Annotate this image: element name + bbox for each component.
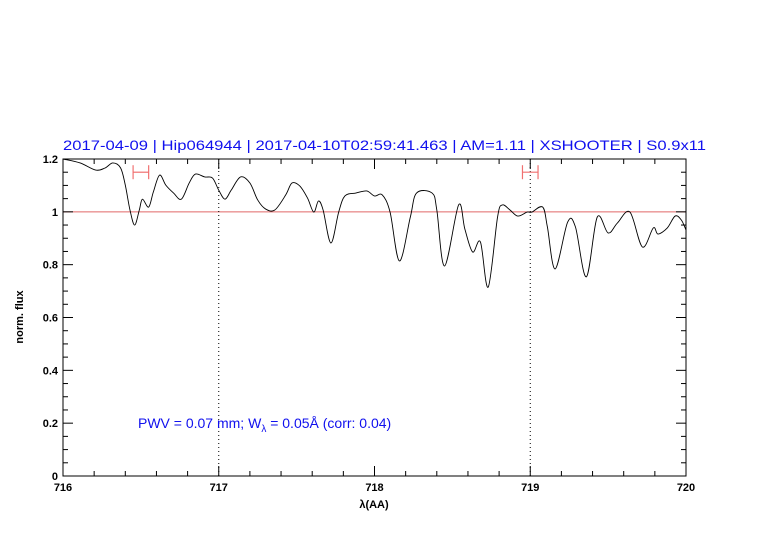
chart-title: 2017-04-09 | Hip064944 | 2017-04-10T02:5… bbox=[63, 137, 706, 153]
y-axis-label: norm. flux bbox=[14, 290, 26, 344]
y-tick-label: 0.4 bbox=[43, 365, 59, 377]
x-tick-label: 719 bbox=[521, 482, 539, 494]
pwv-annotation: PWV = 0.07 mm; Wλ = 0.05Å (corr: 0.04) bbox=[138, 415, 391, 435]
x-tick-label: 718 bbox=[365, 482, 383, 494]
x-tick-label: 716 bbox=[54, 482, 72, 494]
error-bar bbox=[132, 165, 150, 180]
x-axis-label: λ(AA) bbox=[359, 499, 389, 511]
annotation-sub: λ bbox=[261, 424, 266, 435]
y-tick-label: 0 bbox=[52, 471, 58, 483]
y-tick-label: 0.8 bbox=[43, 260, 58, 272]
y-tick-label: 0.6 bbox=[43, 313, 58, 325]
error-bar bbox=[521, 165, 539, 180]
spectrum-line bbox=[62, 158, 687, 288]
y-tick-label: 1.2 bbox=[43, 154, 58, 166]
y-tick-label: 1 bbox=[52, 207, 58, 219]
y-tick-label: 0.2 bbox=[43, 418, 58, 430]
x-tick-label: 720 bbox=[677, 482, 695, 494]
annotation-post: = 0.05Å (corr: 0.04) bbox=[266, 415, 391, 431]
x-tick-label: 717 bbox=[210, 482, 228, 494]
annotation-pre: PWV = 0.07 mm; W bbox=[138, 415, 262, 431]
